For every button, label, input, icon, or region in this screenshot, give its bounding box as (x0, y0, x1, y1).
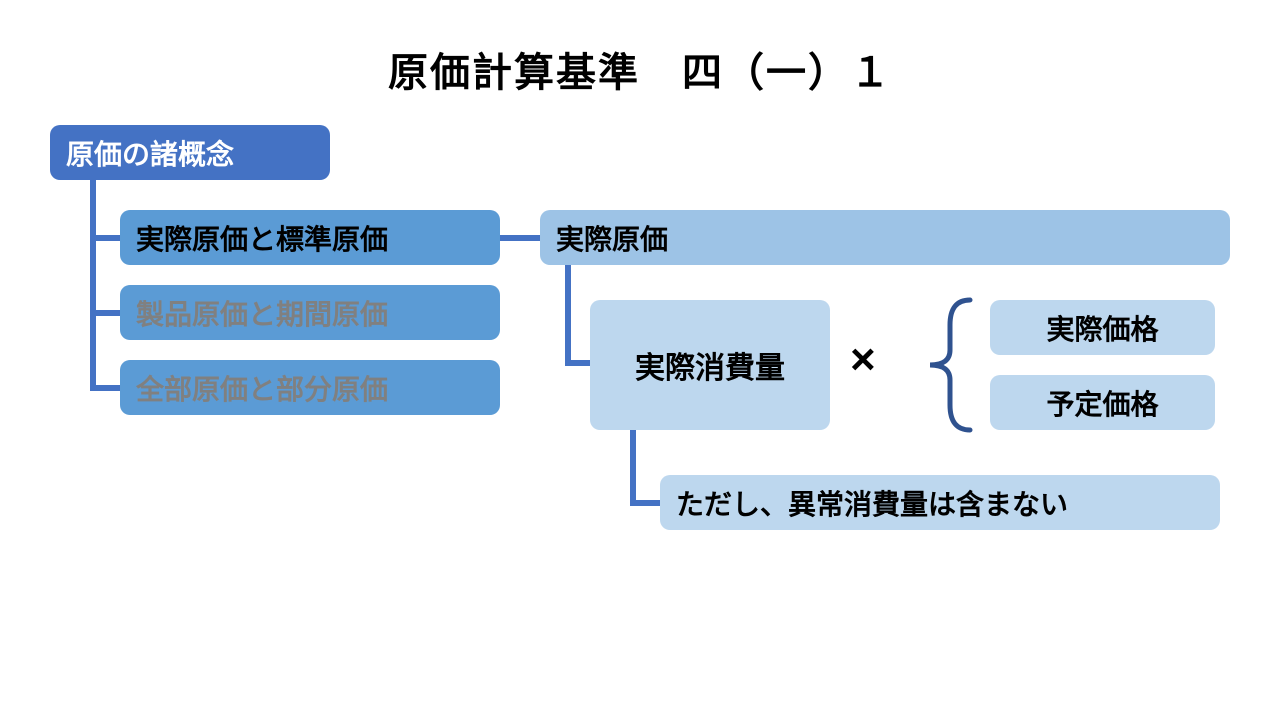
tree-connector (500, 235, 540, 241)
category-node-3: 全部原価と部分原価 (120, 360, 500, 415)
price-node-2: 予定価格 (990, 375, 1215, 430)
tree-connector (565, 265, 571, 360)
page-title: 原価計算基準 四（一）１ (0, 40, 1280, 98)
root-node: 原価の諸概念 (50, 125, 330, 180)
brace-icon (920, 295, 975, 435)
tree-connector (90, 385, 120, 391)
tree-connector (565, 360, 590, 366)
tree-connector (90, 310, 120, 316)
tree-connector (90, 180, 96, 390)
consumption-node: 実際消費量 (590, 300, 830, 430)
price-node-1: 実際価格 (990, 300, 1215, 355)
tree-connector (90, 235, 120, 241)
right-title-node: 実際原価 (540, 210, 1230, 265)
tree-connector (630, 430, 636, 502)
category-node-1: 実際原価と標準原価 (120, 210, 500, 265)
tree-connector (630, 500, 660, 506)
category-node-2: 製品原価と期間原価 (120, 285, 500, 340)
note-node: ただし、異常消費量は含まない (660, 475, 1220, 530)
multiply-symbol: × (850, 335, 876, 385)
